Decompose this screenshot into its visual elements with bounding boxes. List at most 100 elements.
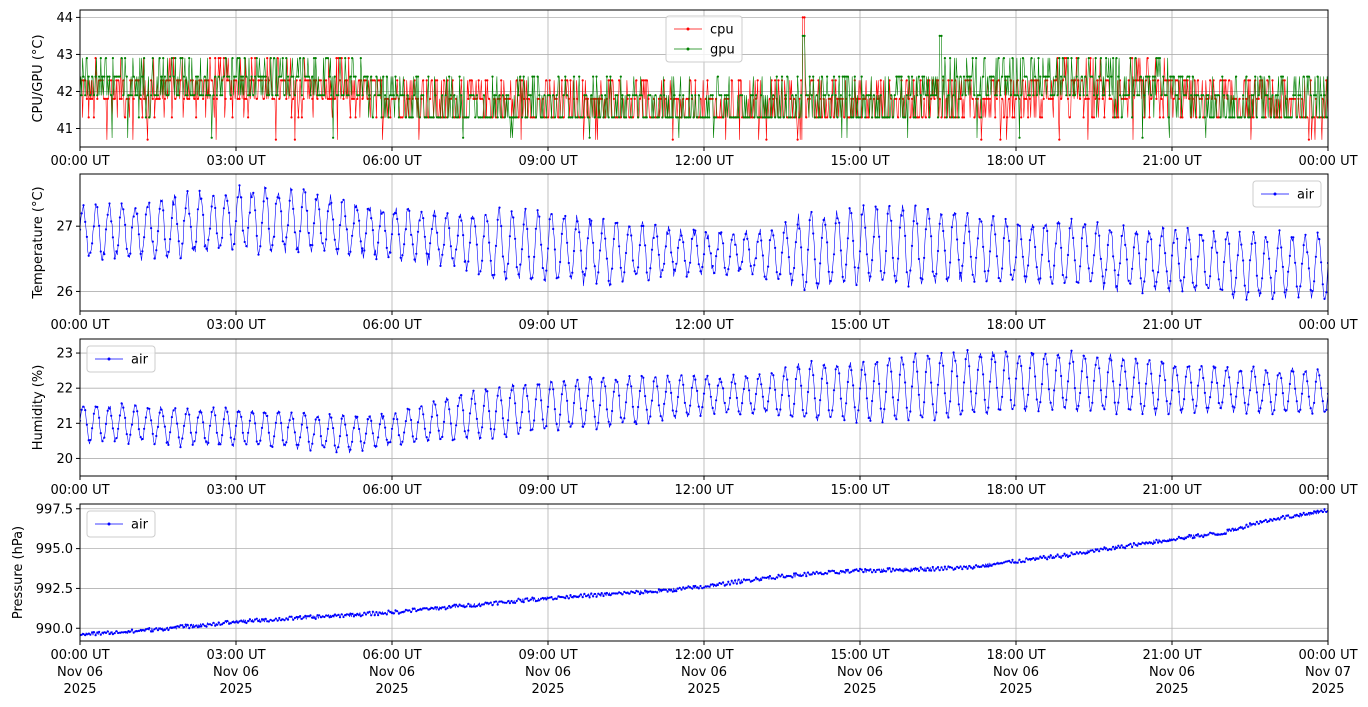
pressure-air-point xyxy=(1311,512,1314,515)
humidity-air-point xyxy=(1136,362,1139,365)
pressure-air-point xyxy=(188,627,191,630)
pressure-air-point xyxy=(1112,545,1115,548)
cpu-gpu-gpu-point xyxy=(489,116,492,119)
temperature-air-point xyxy=(404,228,407,231)
temperature-air-point xyxy=(1222,260,1226,264)
cpu-gpu-gpu-point xyxy=(101,75,104,78)
temperature-air-point xyxy=(1242,259,1245,262)
cpu-gpu-gpu-point xyxy=(794,94,798,97)
humidity-air-point xyxy=(108,407,111,410)
temperature-air-point xyxy=(1092,254,1096,257)
temperature-air-point xyxy=(1112,255,1115,258)
humidity-air-point xyxy=(1203,391,1206,394)
cpu-gpu-cpu-point xyxy=(1068,116,1071,119)
cpu-gpu-cpu-point xyxy=(351,97,354,100)
cpu-gpu-cpu-point xyxy=(1158,116,1161,119)
cpu-gpu-gpu-point xyxy=(300,94,303,97)
humidity-air-point xyxy=(236,410,239,414)
temperature-air-point xyxy=(666,232,669,235)
cpu-gpu-gpu-point xyxy=(1302,75,1305,78)
pressure-air-point xyxy=(624,591,628,594)
cpu-gpu-cpu-point xyxy=(1006,116,1009,119)
pressure-air-point xyxy=(349,612,352,615)
humidity-air-point xyxy=(583,422,586,425)
cpu-gpu-gpu-point xyxy=(1079,94,1082,97)
temperature-air-point xyxy=(1169,279,1172,283)
cpu-gpu-gpu-point xyxy=(172,75,175,78)
cpu-gpu-gpu-point xyxy=(543,94,546,97)
humidity-air-point xyxy=(871,399,874,403)
cpu-gpu-gpu-point xyxy=(581,116,584,119)
temperature-air-point xyxy=(1306,251,1309,254)
temperature-air-point xyxy=(652,236,655,239)
humidity-air-point xyxy=(1229,393,1232,396)
cpu-gpu-gpu-point xyxy=(650,116,654,119)
temperature-air-point xyxy=(444,217,447,220)
temperature-air-point xyxy=(1228,242,1231,245)
cpu-gpu-cpu-point xyxy=(274,138,277,141)
pressure-air-point xyxy=(663,588,666,591)
cpu-gpu-gpu-point xyxy=(1110,75,1113,78)
humidity-air-point xyxy=(876,361,879,364)
cpu-gpu-gpu-point xyxy=(1051,94,1054,97)
cpu-gpu-cpu-point xyxy=(810,79,813,82)
humidity-air-point xyxy=(526,394,529,398)
cpu-gpu-cpu-point xyxy=(276,57,279,60)
cpu-gpu-gpu-point xyxy=(800,94,803,97)
cpu-gpu-gpu-point xyxy=(642,116,645,119)
pressure-air-point xyxy=(583,592,586,596)
temperature-air-point xyxy=(543,278,546,281)
cpu-gpu-gpu-point xyxy=(144,116,147,119)
pressure-air-point xyxy=(1039,555,1042,558)
temperature-air-point xyxy=(394,212,397,215)
humidity-air-point xyxy=(893,414,896,417)
humidity-air-point xyxy=(671,409,674,412)
temperature-air-point xyxy=(663,262,666,265)
pressure-air-point xyxy=(1004,560,1007,563)
temperature-air-point xyxy=(512,216,515,219)
pressure-air-point xyxy=(124,630,127,634)
temperature-air-point xyxy=(756,240,759,243)
pressure-air-point xyxy=(403,610,406,613)
pressure-air-point xyxy=(389,611,392,614)
temperature-air-point xyxy=(597,271,600,274)
cpu-gpu-cpu-point xyxy=(224,97,227,100)
cpu-gpu-gpu-point xyxy=(638,94,642,97)
pressure-air-point xyxy=(221,623,224,626)
pressure-air-point xyxy=(834,571,837,575)
cpu-gpu-gpu-point xyxy=(247,94,250,97)
cpu-gpu-gpu-point xyxy=(598,116,602,119)
humidity-air-point xyxy=(1177,390,1180,393)
humidity-y-tick-label: 21 xyxy=(56,417,73,432)
pressure-air-point xyxy=(520,600,524,603)
pressure-air-point xyxy=(1160,541,1163,544)
pressure-air-point xyxy=(614,592,617,595)
pressure-air-point xyxy=(990,564,993,567)
cpu-gpu-gpu-point xyxy=(635,94,638,97)
pressure-air-point xyxy=(1212,532,1215,535)
cpu-gpu-gpu-point xyxy=(420,94,423,97)
temperature-air-point xyxy=(113,257,116,260)
temperature-air-point xyxy=(1148,232,1151,235)
humidity-air-point xyxy=(1077,404,1080,407)
humidity-air-point xyxy=(415,437,418,440)
humidity-air-point xyxy=(767,400,770,403)
temperature-series-air xyxy=(80,184,1328,301)
humidity-air-point xyxy=(141,437,144,441)
cpu-gpu-gpu-point xyxy=(111,57,114,60)
cpu-gpu-gpu-point xyxy=(718,94,721,97)
pressure-air-point xyxy=(942,568,945,572)
temperature-air-point xyxy=(907,285,910,288)
cpu-gpu-gpu-point xyxy=(1134,57,1137,60)
temperature-air-point xyxy=(378,225,381,228)
humidity-air-point xyxy=(167,443,170,446)
cpu-gpu-gpu-point xyxy=(779,116,782,119)
cpu-gpu-cpu-point xyxy=(401,116,404,119)
cpu-gpu-gpu-point xyxy=(352,75,355,78)
cpu-gpu-gpu-point xyxy=(988,75,992,78)
temperature-x-tick-label: 09:00 UT xyxy=(518,318,577,333)
humidity-air-point xyxy=(983,398,986,401)
humidity-air-point xyxy=(533,419,536,422)
cpu-gpu-gpu-point xyxy=(387,116,390,119)
humidity-air-point xyxy=(964,358,967,361)
